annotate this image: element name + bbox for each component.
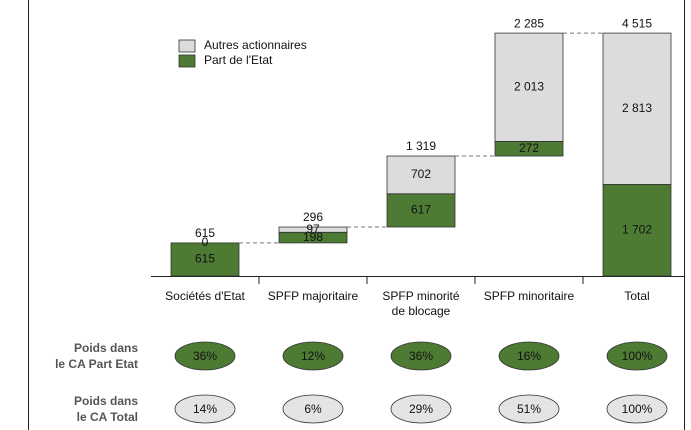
row-badge (498, 394, 560, 424)
row-value: 51% (517, 402, 541, 416)
row-badge (174, 394, 236, 424)
row-badge (390, 394, 452, 424)
row-badge (498, 341, 560, 371)
row-badge (282, 341, 344, 371)
row-value: 12% (301, 349, 325, 363)
segment-label: 617 (411, 203, 431, 217)
bar-segment (386, 193, 456, 228)
bar-segment (494, 32, 564, 142)
row-value: 14% (193, 402, 217, 416)
legend-swatch (178, 39, 196, 53)
row-value: 16% (517, 349, 541, 363)
segment-label: 702 (411, 167, 431, 181)
x-tick-label: SPFP majoritaire (267, 289, 359, 303)
row-value: 29% (409, 402, 433, 416)
x-tick-label: Sociétés d'Etat (165, 289, 245, 303)
row-value: 100% (622, 402, 653, 416)
row-badge (606, 394, 668, 424)
segment-label: 1 702 (622, 222, 652, 236)
frame (28, 0, 685, 430)
bar-segment (602, 32, 672, 185)
total-label: 4 515 (622, 16, 652, 30)
row-badge (606, 341, 668, 371)
row-value: 100% (622, 349, 653, 363)
row-badge (174, 341, 236, 371)
row-label: Poids dans le CA Part Etat (55, 341, 138, 371)
x-tick-label: SPFP minorité de blocage (382, 289, 460, 318)
bar-segment (278, 226, 348, 233)
legend-swatch (178, 54, 196, 68)
row-label: Poids dans le CA Total (73, 394, 138, 424)
segment-label: 97 (306, 222, 320, 236)
x-tick-label: Total (624, 289, 650, 303)
x-tick-label: SPFP minoritaire (483, 289, 575, 303)
total-label: 615 (195, 226, 215, 240)
segment-label: 2 013 (514, 79, 544, 93)
bar-segment (170, 242, 240, 277)
total-label: 296 (303, 210, 323, 224)
segment-label: 0 (202, 235, 209, 249)
segment-label: 2 813 (622, 101, 652, 115)
bar-segment (602, 184, 672, 277)
legend-label: Part de l'Etat (204, 53, 273, 67)
bar-segment (386, 155, 456, 195)
segment-label: 615 (195, 252, 215, 266)
row-value: 36% (409, 349, 433, 363)
row-value: 6% (304, 402, 322, 416)
row-badge (390, 341, 452, 371)
row-value: 36% (193, 349, 217, 363)
total-label: 1 319 (406, 139, 436, 153)
legend-label: Autres actionnaires (204, 38, 307, 52)
row-badge (282, 394, 344, 424)
segment-label: 272 (519, 141, 539, 155)
total-label: 2 285 (514, 16, 544, 30)
segment-label: 198 (303, 230, 323, 244)
